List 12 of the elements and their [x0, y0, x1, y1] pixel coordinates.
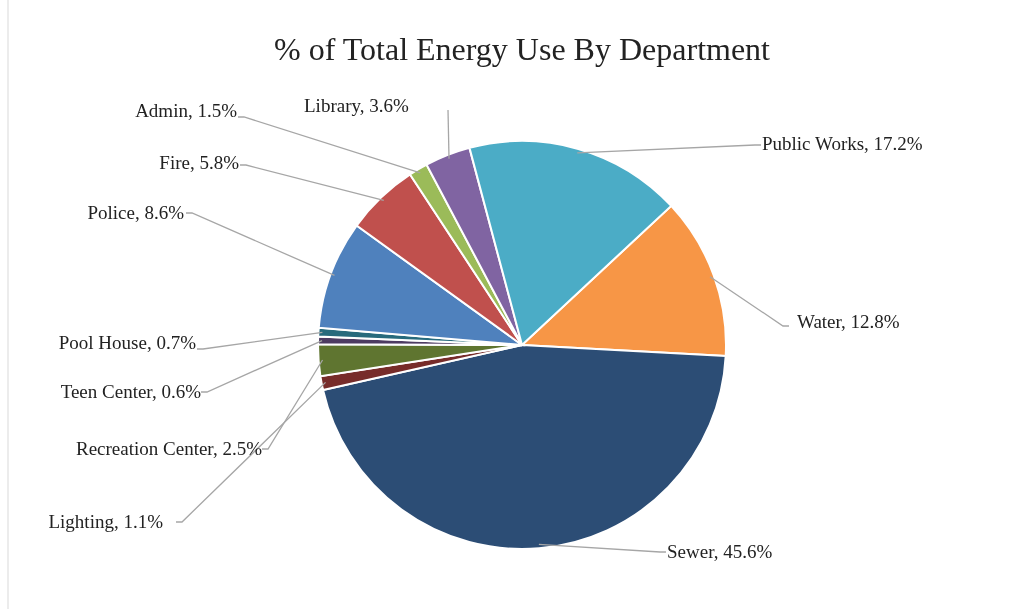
- slice-label: Teen Center, 0.6%: [60, 381, 202, 402]
- slice-label: Recreation Center, 2.5%: [75, 438, 263, 459]
- slice-label: Public Works, 17.2%: [762, 133, 923, 154]
- slice-label: Lighting, 1.1%: [48, 511, 164, 532]
- slice-label: Sewer, 45.6%: [667, 541, 773, 562]
- slice-label: Water, 12.8%: [797, 311, 900, 332]
- slice-label: Pool House, 0.7%: [58, 332, 197, 353]
- slice-label: Police, 8.6%: [87, 202, 185, 223]
- slice-label: Fire, 5.8%: [159, 152, 240, 173]
- slice-label: Admin, 1.5%: [135, 100, 238, 121]
- chart-title: % of Total Energy Use By Department: [273, 31, 771, 67]
- slice-label: Library, 3.6%: [304, 95, 409, 116]
